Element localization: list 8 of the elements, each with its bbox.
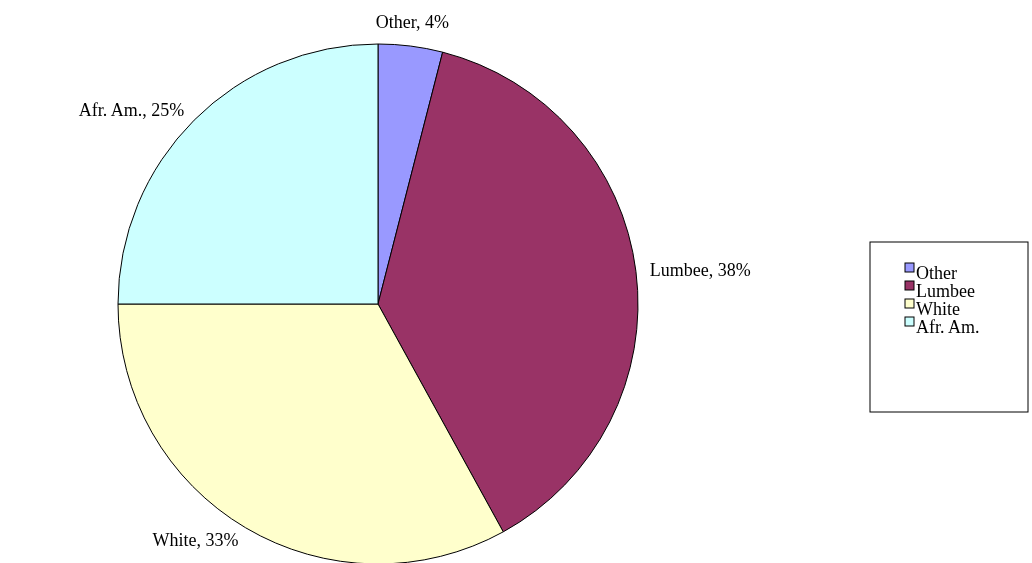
data-label: White, 33% — [152, 529, 239, 550]
legend-label: Lumbee — [916, 281, 975, 301]
data-label: Afr. Am., 25% — [78, 100, 185, 121]
legend-label: White — [916, 299, 960, 319]
data-label: Other, 4% — [375, 12, 449, 33]
data-label: Lumbee, 38% — [649, 259, 751, 280]
legend-label: Other — [916, 263, 957, 283]
legend-label: Afr. Am. — [916, 317, 980, 337]
